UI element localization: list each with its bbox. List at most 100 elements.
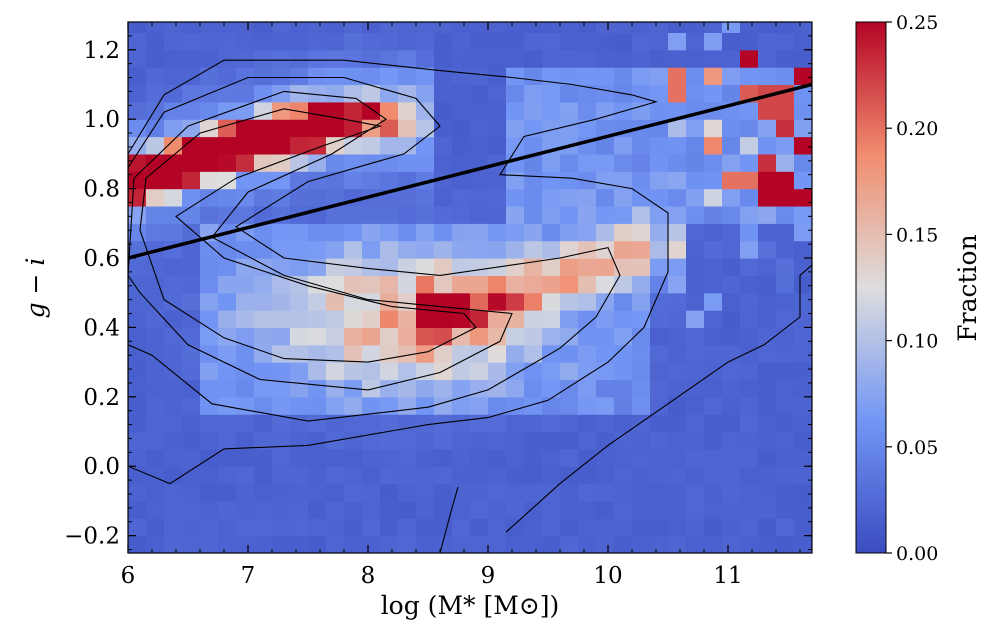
heatmap-bin [686, 223, 705, 242]
heatmap-bin [758, 22, 777, 34]
heatmap-bin [164, 344, 183, 363]
heatmap-bin [740, 448, 759, 467]
heatmap-bin [704, 379, 723, 398]
heatmap-bin [416, 49, 435, 68]
heatmap-bin [794, 466, 812, 485]
heatmap-bin [794, 119, 812, 138]
heatmap-bin [272, 414, 291, 433]
heatmap-bin [524, 67, 543, 86]
heatmap-bin [506, 32, 525, 51]
heatmap-bin [506, 171, 525, 190]
heatmap-bin [344, 136, 363, 155]
heatmap-bin [488, 101, 507, 120]
heatmap-bin [308, 310, 327, 329]
heatmap-bin [506, 535, 525, 553]
heatmap-bin [362, 205, 381, 224]
heatmap-bin [524, 101, 543, 120]
heatmap-bin [740, 67, 759, 86]
heatmap-bin [254, 188, 273, 207]
heatmap-bin [200, 258, 219, 276]
heatmap-bin [272, 310, 291, 329]
heatmap-bin [506, 327, 525, 346]
heatmap-bin [632, 275, 651, 294]
heatmap-bin [416, 500, 435, 519]
heatmap-bin [434, 483, 453, 502]
heatmap-bin [362, 483, 381, 502]
heatmap-bin [542, 101, 561, 120]
heatmap-bin [236, 119, 255, 138]
heatmap-bin [182, 466, 201, 485]
heatmap-bin [722, 223, 741, 242]
heatmap-bin [182, 22, 201, 34]
heatmap-bin [470, 431, 489, 450]
heatmap-bin [326, 22, 345, 34]
heatmap-bin [578, 379, 597, 398]
heatmap-bin [128, 327, 147, 346]
heatmap-bin [398, 448, 417, 467]
heatmap-bin [236, 292, 255, 311]
heatmap-bin [344, 466, 363, 485]
heatmap-bin [758, 275, 777, 294]
heatmap-bin [542, 84, 561, 103]
heatmap-bin [344, 153, 363, 172]
heatmap-bin [182, 448, 201, 467]
heatmap-bin [704, 49, 723, 68]
heatmap-bin [758, 292, 777, 311]
heatmap-bin [740, 171, 759, 190]
heatmap-bin [794, 448, 812, 467]
heatmap-bin [362, 396, 381, 415]
heatmap-bin [506, 101, 525, 120]
heatmap-bin [254, 310, 273, 329]
heatmap-bin [128, 466, 147, 485]
heatmap-bin [488, 327, 507, 346]
heatmap-bin [614, 240, 633, 259]
heatmap-bin [344, 49, 363, 68]
heatmap-bin [308, 84, 327, 103]
heatmap-bin [704, 119, 723, 138]
heatmap-bin [578, 171, 597, 190]
heatmap-bin [254, 101, 273, 120]
heatmap-bin [686, 310, 705, 329]
heatmap-bin [326, 223, 345, 242]
heatmap-bin [524, 379, 543, 398]
heatmap-bin [236, 240, 255, 259]
heatmap-bin [560, 500, 579, 519]
heatmap-bin [632, 500, 651, 519]
heatmap-bin [380, 258, 399, 276]
heatmap-bin [416, 119, 435, 138]
heatmap-bin [326, 240, 345, 259]
heatmap-bin [776, 431, 795, 450]
heatmap-bin [488, 171, 507, 190]
heatmap-bin [596, 67, 615, 86]
heatmap-bin [380, 153, 399, 172]
heatmap-bin [740, 49, 759, 68]
heatmap-bin [218, 396, 237, 415]
heatmap-bin [524, 344, 543, 363]
heatmap-bin [200, 67, 219, 86]
heatmap-bin [326, 344, 345, 363]
heatmap-bin [776, 310, 795, 329]
heatmap-bin [362, 344, 381, 363]
heatmap-bin [290, 344, 309, 363]
heatmap-bin [434, 379, 453, 398]
heatmap-bin [182, 275, 201, 294]
x-tick-label: 7 [241, 563, 256, 589]
heatmap-bin [344, 448, 363, 467]
colorbar-tick-label: 0.25 [896, 12, 938, 34]
heatmap-bin [128, 310, 147, 329]
heatmap-bin [488, 223, 507, 242]
heatmap-bin [416, 310, 435, 329]
heatmap-bin [632, 414, 651, 433]
heatmap-bin [560, 49, 579, 68]
heatmap-bin [704, 275, 723, 294]
heatmap-bin [164, 205, 183, 224]
heatmap-bin [398, 188, 417, 207]
heatmap-bin [668, 414, 687, 433]
heatmap-bin [290, 119, 309, 138]
heatmap-bin [596, 171, 615, 190]
colorbar-tick-label: 0.15 [896, 224, 938, 246]
heatmap-bin [722, 310, 741, 329]
heatmap-bin [470, 396, 489, 415]
heatmap-bin [290, 535, 309, 553]
heatmap-bin [236, 171, 255, 190]
